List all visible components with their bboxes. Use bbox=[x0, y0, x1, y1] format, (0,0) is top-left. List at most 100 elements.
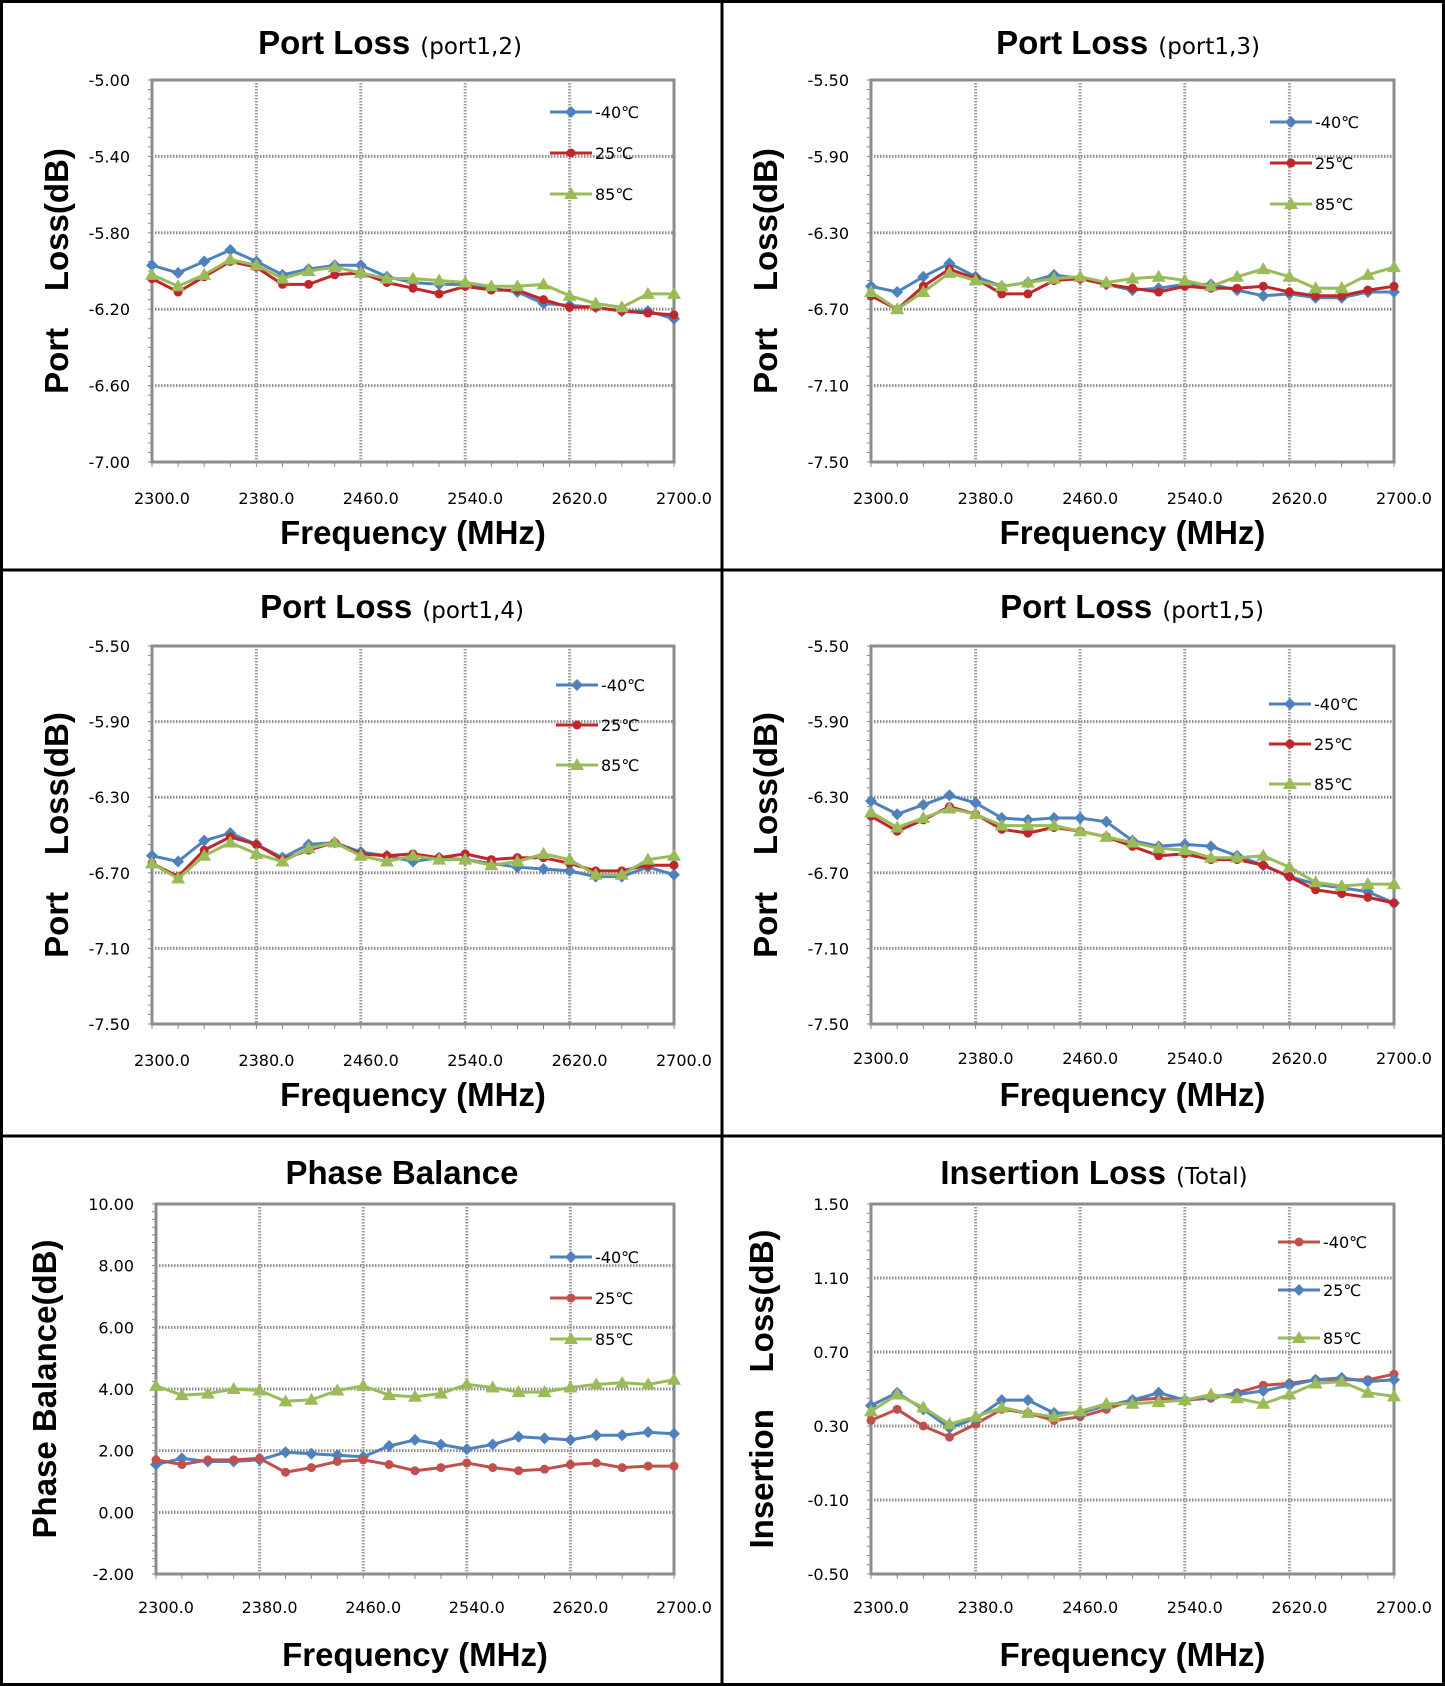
insertion-loss-data-point bbox=[892, 1404, 902, 1414]
phase-balance-legend-label: 85℃ bbox=[595, 1330, 633, 1349]
port13-x-tick-label: 2460.0 bbox=[1062, 489, 1118, 508]
phase-balance-data-point bbox=[514, 1466, 524, 1476]
port12-y-axis-label: Port Loss(dB) bbox=[38, 148, 75, 394]
port15-x-tick-label: 2300.0 bbox=[853, 1049, 909, 1068]
insertion-loss-y-tick-label: -0.50 bbox=[808, 1565, 849, 1584]
port15-legend-label: -40℃ bbox=[1314, 695, 1358, 714]
port12-data-point bbox=[172, 266, 185, 279]
port14-y-tick-label: -7.50 bbox=[89, 1015, 130, 1034]
port12-y-tick-label: -5.40 bbox=[89, 147, 130, 166]
port12-plot-frame bbox=[150, 78, 676, 464]
phase-balance-y-tick-label: 6.00 bbox=[98, 1318, 134, 1337]
port13-legend-label: 25℃ bbox=[1315, 154, 1353, 173]
chart-panel-port14: Port Loss (port1,4) -5.50 -5.90 -6.30 -6.70 -7… bbox=[0, 570, 722, 1136]
port15-y-tick-label: -5.50 bbox=[808, 637, 849, 656]
phase-balance-data-point bbox=[669, 1461, 679, 1471]
port13-legend-label: 85℃ bbox=[1315, 195, 1353, 214]
port12-title: Port Loss (port1,2) bbox=[258, 24, 522, 61]
insertion-loss-plot-frame bbox=[869, 1202, 1396, 1576]
port12-y-tick-label: -5.00 bbox=[89, 71, 130, 90]
phase-balance-title: Phase Balance bbox=[286, 1154, 519, 1191]
phase-balance-series-1 bbox=[151, 1453, 679, 1477]
port15-data-point bbox=[1074, 811, 1087, 824]
port15-y-tick-label: -7.50 bbox=[808, 1015, 849, 1034]
port14-y-tick-label: -6.30 bbox=[89, 788, 130, 807]
phase-balance-legend-marker bbox=[565, 1251, 577, 1263]
port15-y-tick-label: -7.10 bbox=[808, 939, 849, 958]
insertion-loss-x-tick-label: 2540.0 bbox=[1167, 1598, 1223, 1617]
port13-data-point bbox=[917, 270, 930, 283]
phase-balance-data-point bbox=[436, 1463, 446, 1473]
phase-balance-data-point bbox=[643, 1461, 653, 1471]
phase-balance-data-point bbox=[488, 1463, 498, 1473]
insertion-loss-data-point bbox=[1021, 1394, 1034, 1407]
phase-balance-data-point bbox=[668, 1427, 680, 1440]
phase-balance-x-tick-label: 2380.0 bbox=[242, 1598, 298, 1617]
port12-legend-label: 85℃ bbox=[595, 185, 633, 204]
port12-data-point bbox=[539, 295, 548, 305]
port12-data-point bbox=[145, 267, 159, 280]
phase-balance-y-tick-label: -2.00 bbox=[93, 1565, 134, 1584]
port15-title-sub: (port1,5) bbox=[1162, 598, 1264, 624]
port12-data-point bbox=[669, 310, 679, 320]
port13-x-axis-label: Frequency (MHz) bbox=[1000, 514, 1266, 551]
port13-y-tick-label: -7.10 bbox=[808, 377, 849, 396]
phase-balance-data-point bbox=[410, 1466, 420, 1476]
port15-legend-marker bbox=[1285, 739, 1295, 749]
port14-x-tick-label: 2540.0 bbox=[447, 1051, 503, 1070]
phase-balance-data-point bbox=[459, 1377, 474, 1390]
port15-x-tick-label: 2620.0 bbox=[1271, 1049, 1327, 1068]
phase-balance-data-point bbox=[356, 1378, 371, 1391]
port12-legend-marker bbox=[566, 148, 576, 158]
phase-balance-y-tick-label: 0.00 bbox=[98, 1503, 134, 1522]
port14-x-tick-label: 2620.0 bbox=[552, 1051, 608, 1070]
insertion-loss-x-tick-label: 2300.0 bbox=[853, 1598, 909, 1617]
port15-y-tick-label: -6.70 bbox=[808, 864, 849, 883]
phase-balance-data-point bbox=[460, 1443, 473, 1456]
phase-balance-y-tick-label: 8.00 bbox=[98, 1257, 134, 1276]
port14-x-tick-label: 2300.0 bbox=[134, 1051, 190, 1070]
port15-y-axis-label: Port Loss(dB) bbox=[747, 712, 784, 958]
chart-svg-port12: Port Loss (port1,2) -5.00 -5.40 -5.80 -6.20 -6… bbox=[38, 24, 712, 551]
phase-balance-data-point bbox=[590, 1429, 603, 1442]
insertion-loss-data-point bbox=[866, 1415, 876, 1425]
port14-data-point bbox=[669, 860, 679, 870]
insertion-loss-y-tick-label: 1.50 bbox=[813, 1195, 849, 1214]
port15-legend-label: 25℃ bbox=[1314, 735, 1352, 754]
port12-title-sub: (port1,2) bbox=[420, 34, 522, 60]
port13-legend-label: -40℃ bbox=[1315, 113, 1359, 132]
phase-balance-data-point bbox=[203, 1455, 213, 1465]
port15-legend-label: 85℃ bbox=[1314, 775, 1352, 794]
port15-data-point bbox=[1204, 840, 1217, 853]
insertion-loss-title-main: Insertion Loss bbox=[940, 1154, 1166, 1191]
port12-legend-label: 25℃ bbox=[595, 144, 633, 163]
port13-legend-marker bbox=[1285, 116, 1297, 128]
port14-legend-marker bbox=[571, 679, 583, 691]
port12-data-point bbox=[434, 289, 444, 299]
phase-balance-data-point bbox=[279, 1446, 292, 1459]
port14-x-tick-label: 2380.0 bbox=[238, 1051, 294, 1070]
port14-title-main: Port Loss bbox=[260, 588, 412, 625]
port12-title-main: Port Loss bbox=[258, 24, 410, 61]
phase-balance-data-point bbox=[667, 1372, 681, 1385]
phase-balance-data-point bbox=[151, 1455, 161, 1465]
port15-data-point bbox=[1284, 872, 1294, 882]
port12-series-2 bbox=[145, 252, 681, 313]
port14-legend-label: 85℃ bbox=[601, 756, 639, 775]
port13-data-point bbox=[891, 286, 904, 299]
chart-svg-port13: Port Loss (port1,3) -5.50 -5.90 -6.30 -6.70 -7… bbox=[747, 24, 1432, 551]
phase-balance-data-point bbox=[462, 1458, 472, 1468]
phase-balance-y-axis-label: Phase Balance(dB) bbox=[26, 1240, 63, 1539]
phase-balance-data-point bbox=[538, 1432, 551, 1445]
port13-legend-marker bbox=[1286, 158, 1296, 168]
chart-panel-insertion-loss: Insertion Loss (Total) 1.50 1.10 0.70 0.30 -0.… bbox=[722, 1136, 1445, 1686]
port15-legend: -40℃ 25℃ 85℃ bbox=[1269, 695, 1358, 794]
phase-balance-data-point bbox=[617, 1463, 627, 1473]
port14-y-tick-label: -7.10 bbox=[89, 939, 130, 958]
phase-balance-x-tick-label: 2460.0 bbox=[345, 1598, 401, 1617]
port12-data-point bbox=[408, 283, 418, 293]
insertion-loss-x-tick-label: 2380.0 bbox=[958, 1598, 1014, 1617]
port12-y-tick-label: -5.80 bbox=[89, 224, 130, 243]
chart-svg-phase-balance: Phase Balance 10.00 8.00 6.00 4.00 2.00 0.00 -2… bbox=[26, 1154, 712, 1673]
